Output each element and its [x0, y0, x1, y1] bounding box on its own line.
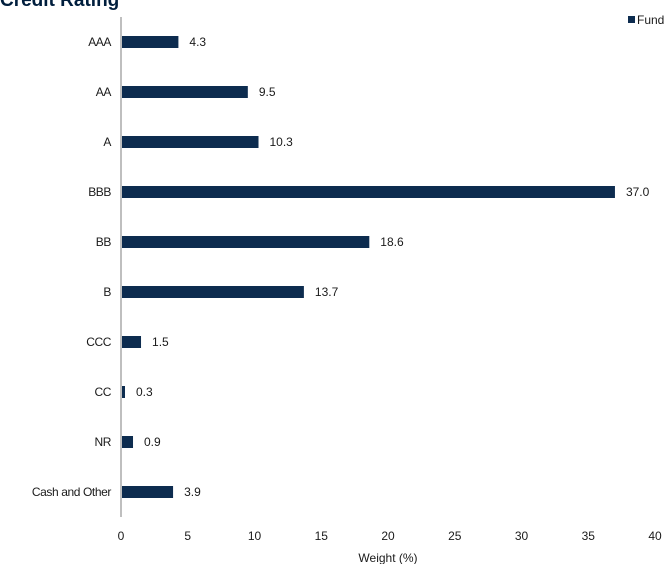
- data-label-ccc: 1.5: [152, 335, 169, 349]
- bars: [122, 36, 615, 498]
- bar-ccc: [122, 336, 142, 348]
- x-tick-label-35: 35: [582, 529, 596, 543]
- bar-aaa: [122, 36, 179, 48]
- data-label-b: 13.7: [315, 285, 339, 299]
- x-tick-label-25: 25: [448, 529, 462, 543]
- x-tick-label-40: 40: [648, 529, 662, 543]
- bar-bb: [122, 236, 370, 248]
- legend: Fund: [628, 13, 664, 27]
- category-label-nr: NR: [94, 435, 111, 449]
- x-tick-label-30: 30: [515, 529, 529, 543]
- x-tick-label-10: 10: [248, 529, 262, 543]
- category-label-cc: CC: [94, 385, 111, 399]
- x-tick-labels: 0 5 10 15 20 25 30 35 40: [118, 529, 662, 543]
- category-label-bb: BB: [96, 235, 112, 249]
- data-label-aaa: 4.3: [189, 35, 206, 49]
- data-label-nr: 0.9: [144, 435, 161, 449]
- x-axis-title: Weight (%): [358, 551, 417, 564]
- bar-a: [122, 136, 259, 148]
- chart-title: Credit Rating: [0, 0, 119, 11]
- legend-label-fund: Fund: [637, 13, 664, 27]
- category-label-aaa: AAA: [88, 35, 111, 49]
- category-label-aa: AA: [96, 85, 112, 99]
- x-tick-label-0: 0: [118, 529, 125, 543]
- data-labels: 4.3 9.5 10.3 37.0 18.6 13.7 1.5 0.3 0.9 3.9: [136, 35, 650, 499]
- bar-aa: [122, 86, 248, 98]
- data-label-cash-and-other: 3.9: [184, 485, 201, 499]
- bar-b: [122, 286, 304, 298]
- x-tick-label-20: 20: [381, 529, 395, 543]
- category-label-b: B: [103, 285, 111, 299]
- bar-nr: [122, 436, 134, 448]
- category-label-bbb: BBB: [88, 185, 111, 199]
- bar-bbb: [122, 186, 615, 198]
- category-label-cash-and-other: Cash and Other: [32, 485, 112, 499]
- data-label-bb: 18.6: [380, 235, 404, 249]
- data-label-aa: 9.5: [259, 85, 276, 99]
- data-label-cc: 0.3: [136, 385, 153, 399]
- x-tick-label-15: 15: [315, 529, 329, 543]
- category-label-a: A: [103, 135, 111, 149]
- x-tick-label-5: 5: [184, 529, 191, 543]
- bar-cc: [122, 386, 126, 398]
- legend-swatch-fund: [628, 16, 635, 23]
- bar-cash-and-other: [122, 486, 174, 498]
- category-label-ccc: CCC: [86, 335, 112, 349]
- data-label-a: 10.3: [270, 135, 294, 149]
- data-label-bbb: 37.0: [626, 185, 650, 199]
